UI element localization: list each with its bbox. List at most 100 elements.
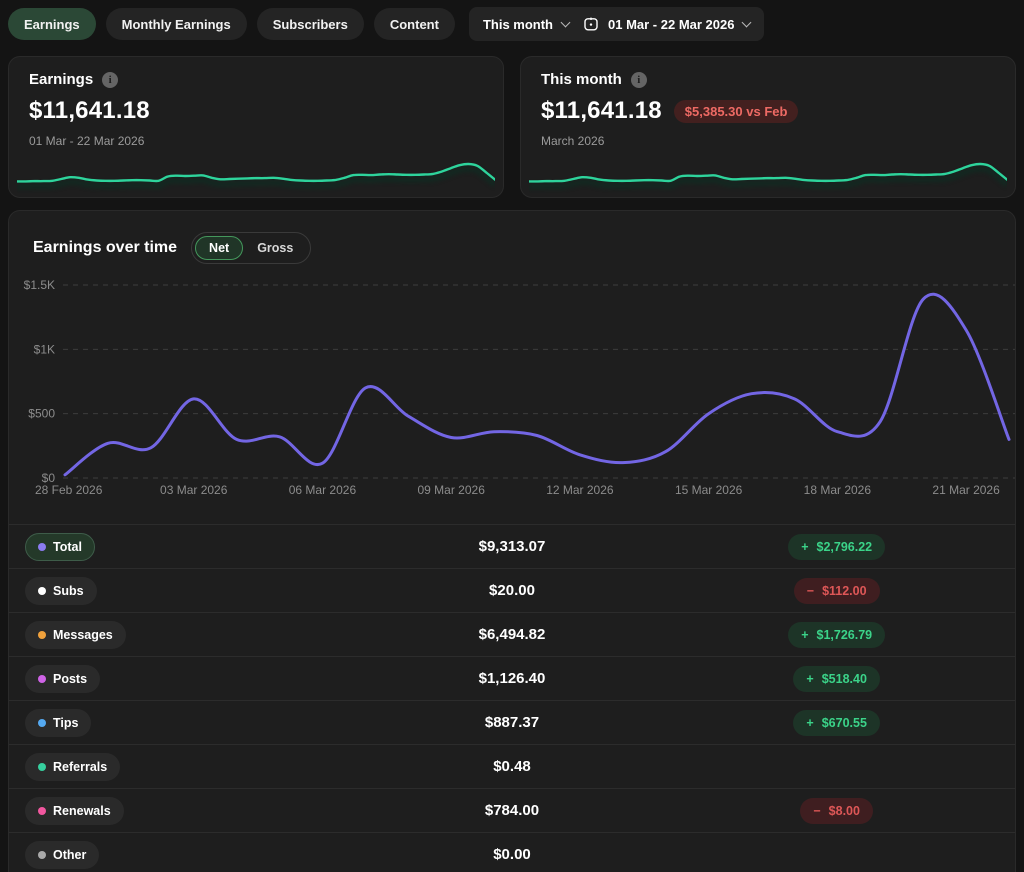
series-pill-subs[interactable]: Subs	[25, 576, 97, 605]
earnings-sparkline	[17, 151, 495, 193]
change-badge-up: + $2,796.22	[788, 533, 886, 560]
this-month-summary-card: This month i $11,641.18 $5,385.30 vs Feb…	[520, 56, 1016, 198]
series-pill-posts[interactable]: Posts	[25, 664, 101, 693]
change-amount: $2,796.22	[816, 539, 873, 554]
table-row-tips: Tips $887.37 + $670.55	[9, 700, 1015, 744]
series-label: Tips	[53, 715, 79, 730]
x-axis-tick-label: 09 Mar 2026	[417, 483, 485, 497]
net-earnings-line	[63, 292, 1011, 477]
series-color-dot	[38, 542, 46, 551]
info-icon[interactable]: i	[630, 71, 647, 88]
y-axis-tick-label: $500	[28, 407, 55, 421]
earnings-amount: $11,641.18	[29, 97, 150, 124]
table-row-total: Total $9,313.07 + $2,796.22	[9, 524, 1015, 568]
series-pill-total[interactable]: Total	[25, 532, 95, 561]
y-axis-tick-label: $1.5K	[24, 278, 55, 292]
plus-icon: +	[801, 627, 809, 642]
minus-icon: −	[813, 803, 821, 818]
top-navigation-bar: Earnings Monthly Earnings Subscribers Conte…	[0, 0, 1024, 48]
row-value: $6,494.82	[478, 626, 546, 643]
sparkline-path	[529, 164, 1007, 181]
row-value: $0.00	[493, 846, 531, 863]
x-axis-tick-label: 18 Mar 2026	[804, 483, 872, 497]
series-pill-messages[interactable]: Messages	[25, 620, 126, 649]
change-amount: $518.40	[821, 671, 867, 686]
table-row-messages: Messages $6,494.82 + $1,726.79	[9, 612, 1015, 656]
series-color-dot	[38, 586, 46, 595]
series-label: Messages	[53, 627, 113, 642]
period-date-control: This month 01 Mar - 22 Mar 2026	[468, 7, 765, 41]
series-label: Other	[53, 847, 87, 862]
summary-cards-row: Earnings i $11,641.18 01 Mar - 22 Mar 20…	[8, 56, 1016, 198]
table-row-subs: Subs $20.00 − $112.00	[9, 568, 1015, 612]
sparkline-glow	[17, 169, 495, 186]
period-select[interactable]: This month	[482, 16, 571, 32]
change-badge-up: + $670.55	[793, 709, 880, 736]
series-label: Total	[53, 539, 82, 554]
change-badge-down: − $112.00	[793, 577, 880, 604]
sparkline-glow	[529, 169, 1007, 186]
x-axis-tick-label: 15 Mar 2026	[675, 483, 743, 497]
change-badge-down: − $8.00	[800, 797, 873, 824]
earnings-breakdown-table: Total $9,313.07 + $2,796.22 Subs $20.00− $112.…	[9, 524, 1015, 872]
series-color-dot	[38, 718, 46, 727]
series-color-dot	[38, 806, 46, 815]
x-axis-tick-label: 12 Mar 2026	[546, 483, 614, 497]
table-row-renewals: Renewals $784.00 − $8.00	[9, 788, 1015, 832]
net-gross-toggle: Net Gross	[191, 232, 312, 264]
x-axis-tick-label: 21 Mar 2026	[932, 483, 1000, 497]
tab-content[interactable]: Content	[373, 8, 455, 40]
card-title: This month	[541, 71, 622, 88]
change-amount: $670.55	[821, 715, 867, 730]
earnings-summary-card: Earnings i $11,641.18 01 Mar - 22 Mar 20…	[8, 56, 504, 198]
table-row-referrals: Referrals $0.48	[9, 744, 1015, 788]
minus-icon: −	[806, 583, 815, 598]
series-pill-renewals[interactable]: Renewals	[25, 796, 124, 825]
series-label: Renewals	[53, 803, 111, 818]
series-label: Subs	[53, 583, 84, 598]
series-pill-tips[interactable]: Tips	[25, 708, 92, 737]
y-axis-tick-label: $1K	[34, 342, 55, 356]
series-color-dot	[38, 630, 46, 639]
card-title: Earnings	[29, 71, 94, 88]
row-value: $1,126.40	[478, 670, 546, 687]
row-value: $20.00	[489, 582, 535, 599]
sparkline-path	[17, 164, 495, 181]
x-axis-tick-label: 06 Mar 2026	[289, 483, 357, 497]
earnings-line-chart: $0 $500 $1K $1.5K 28 Feb 2026 03 Mar 2026 06 M…	[24, 278, 1015, 497]
tab-subscribers[interactable]: Subscribers	[256, 8, 364, 40]
date-range-label: 01 Mar - 22 Mar 2026	[608, 16, 735, 32]
y-axis-tick-label: $0	[42, 471, 56, 485]
series-label: Posts	[53, 671, 88, 686]
series-pill-other[interactable]: Other	[25, 840, 100, 869]
period-select-label: This month	[482, 16, 553, 32]
table-row-posts: Posts $1,126.40 + $518.40	[9, 656, 1015, 700]
info-icon[interactable]: i	[102, 71, 119, 88]
this-month-amount: $11,641.18	[541, 97, 662, 124]
plus-icon: +	[806, 715, 814, 730]
series-label: Referrals	[53, 759, 108, 774]
toggle-gross[interactable]: Gross	[243, 236, 307, 260]
date-range-picker[interactable]: 01 Mar - 22 Mar 2026	[583, 16, 752, 32]
tab-earnings[interactable]: Earnings	[8, 8, 96, 40]
earnings-date-range: 01 Mar - 22 Mar 2026	[29, 134, 145, 148]
chevron-down-icon	[560, 17, 571, 27]
tab-monthly-earnings[interactable]: Monthly Earnings	[105, 8, 247, 40]
series-color-dot	[38, 762, 46, 771]
nav-tabs: Earnings Monthly Earnings Subscribers Conte…	[8, 8, 455, 40]
this-month-label: March 2026	[541, 134, 605, 148]
table-row-other: Other $0.00	[9, 832, 1015, 872]
row-value: $0.48	[493, 758, 531, 775]
row-value: $887.37	[484, 714, 540, 731]
change-amount: $8.00	[828, 803, 860, 818]
row-value: $9,313.07	[478, 538, 546, 555]
toggle-net[interactable]: Net	[195, 236, 244, 260]
change-amount: $1,726.79	[816, 627, 873, 642]
row-value: $784.00	[484, 802, 540, 819]
series-pill-referrals[interactable]: Referrals	[25, 752, 121, 781]
this-month-sparkline	[529, 151, 1007, 193]
x-axis-tick-label: 28 Feb 2026	[35, 483, 103, 497]
series-color-dot	[38, 674, 46, 683]
change-badge-up: + $1,726.79	[788, 621, 886, 648]
x-axis-tick-label: 03 Mar 2026	[160, 483, 228, 497]
